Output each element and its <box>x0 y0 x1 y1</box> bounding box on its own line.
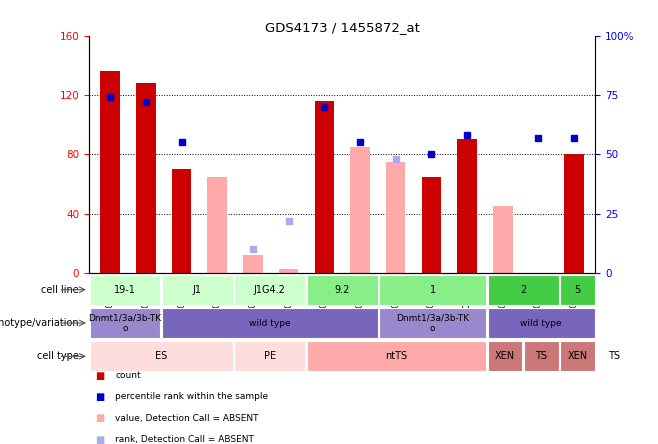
Bar <box>162 308 378 338</box>
Bar <box>560 341 595 371</box>
Bar <box>136 83 156 273</box>
Bar <box>457 139 477 273</box>
Bar <box>315 101 334 273</box>
Bar <box>89 275 161 305</box>
Bar <box>596 341 631 371</box>
Bar <box>279 269 299 273</box>
Bar <box>422 177 441 273</box>
Bar <box>89 308 161 338</box>
Text: ■: ■ <box>95 435 105 444</box>
Text: wild type: wild type <box>249 318 291 328</box>
Text: J1G4.2: J1G4.2 <box>254 285 286 295</box>
Text: Dnmt1/3a/3b-TK
o: Dnmt1/3a/3b-TK o <box>88 313 162 333</box>
Bar <box>207 177 227 273</box>
Bar <box>307 341 486 371</box>
Bar <box>493 206 513 273</box>
Text: 19-1: 19-1 <box>114 285 136 295</box>
Bar <box>350 147 370 273</box>
Bar <box>234 275 305 305</box>
Bar <box>488 341 522 371</box>
Bar <box>172 169 191 273</box>
Text: ntTS: ntTS <box>386 351 407 361</box>
Text: Dnmt1/3a/3b-TK
o: Dnmt1/3a/3b-TK o <box>396 313 469 333</box>
Text: ■: ■ <box>95 392 105 402</box>
Bar <box>307 275 378 305</box>
Bar <box>560 275 595 305</box>
Text: value, Detection Call = ABSENT: value, Detection Call = ABSENT <box>115 414 259 423</box>
Bar <box>101 71 120 273</box>
Text: 2: 2 <box>520 285 526 295</box>
Bar <box>379 308 486 338</box>
Text: genotype/variation: genotype/variation <box>0 318 79 328</box>
Text: count: count <box>115 371 141 380</box>
Text: 9.2: 9.2 <box>334 285 350 295</box>
Bar <box>234 341 305 371</box>
Bar <box>488 275 559 305</box>
Bar <box>488 308 595 338</box>
Text: ■: ■ <box>95 413 105 423</box>
Bar <box>386 162 405 273</box>
Text: cell line: cell line <box>41 285 79 295</box>
Title: GDS4173 / 1455872_at: GDS4173 / 1455872_at <box>265 21 420 34</box>
Text: percentile rank within the sample: percentile rank within the sample <box>115 392 268 401</box>
Bar <box>243 255 263 273</box>
Text: rank, Detection Call = ABSENT: rank, Detection Call = ABSENT <box>115 435 254 444</box>
Text: ■: ■ <box>95 371 105 381</box>
Text: PE: PE <box>264 351 276 361</box>
Text: XEN: XEN <box>495 351 515 361</box>
Bar <box>162 275 233 305</box>
Text: 1: 1 <box>430 285 436 295</box>
Bar <box>379 275 486 305</box>
Bar <box>565 155 584 273</box>
Bar <box>89 341 233 371</box>
Bar <box>524 341 559 371</box>
Text: XEN: XEN <box>567 351 588 361</box>
Text: wild type: wild type <box>520 318 562 328</box>
Text: ES: ES <box>155 351 167 361</box>
Text: TS: TS <box>607 351 620 361</box>
Text: cell type: cell type <box>37 351 79 361</box>
Text: TS: TS <box>535 351 547 361</box>
Text: 5: 5 <box>574 285 580 295</box>
Text: J1: J1 <box>193 285 202 295</box>
